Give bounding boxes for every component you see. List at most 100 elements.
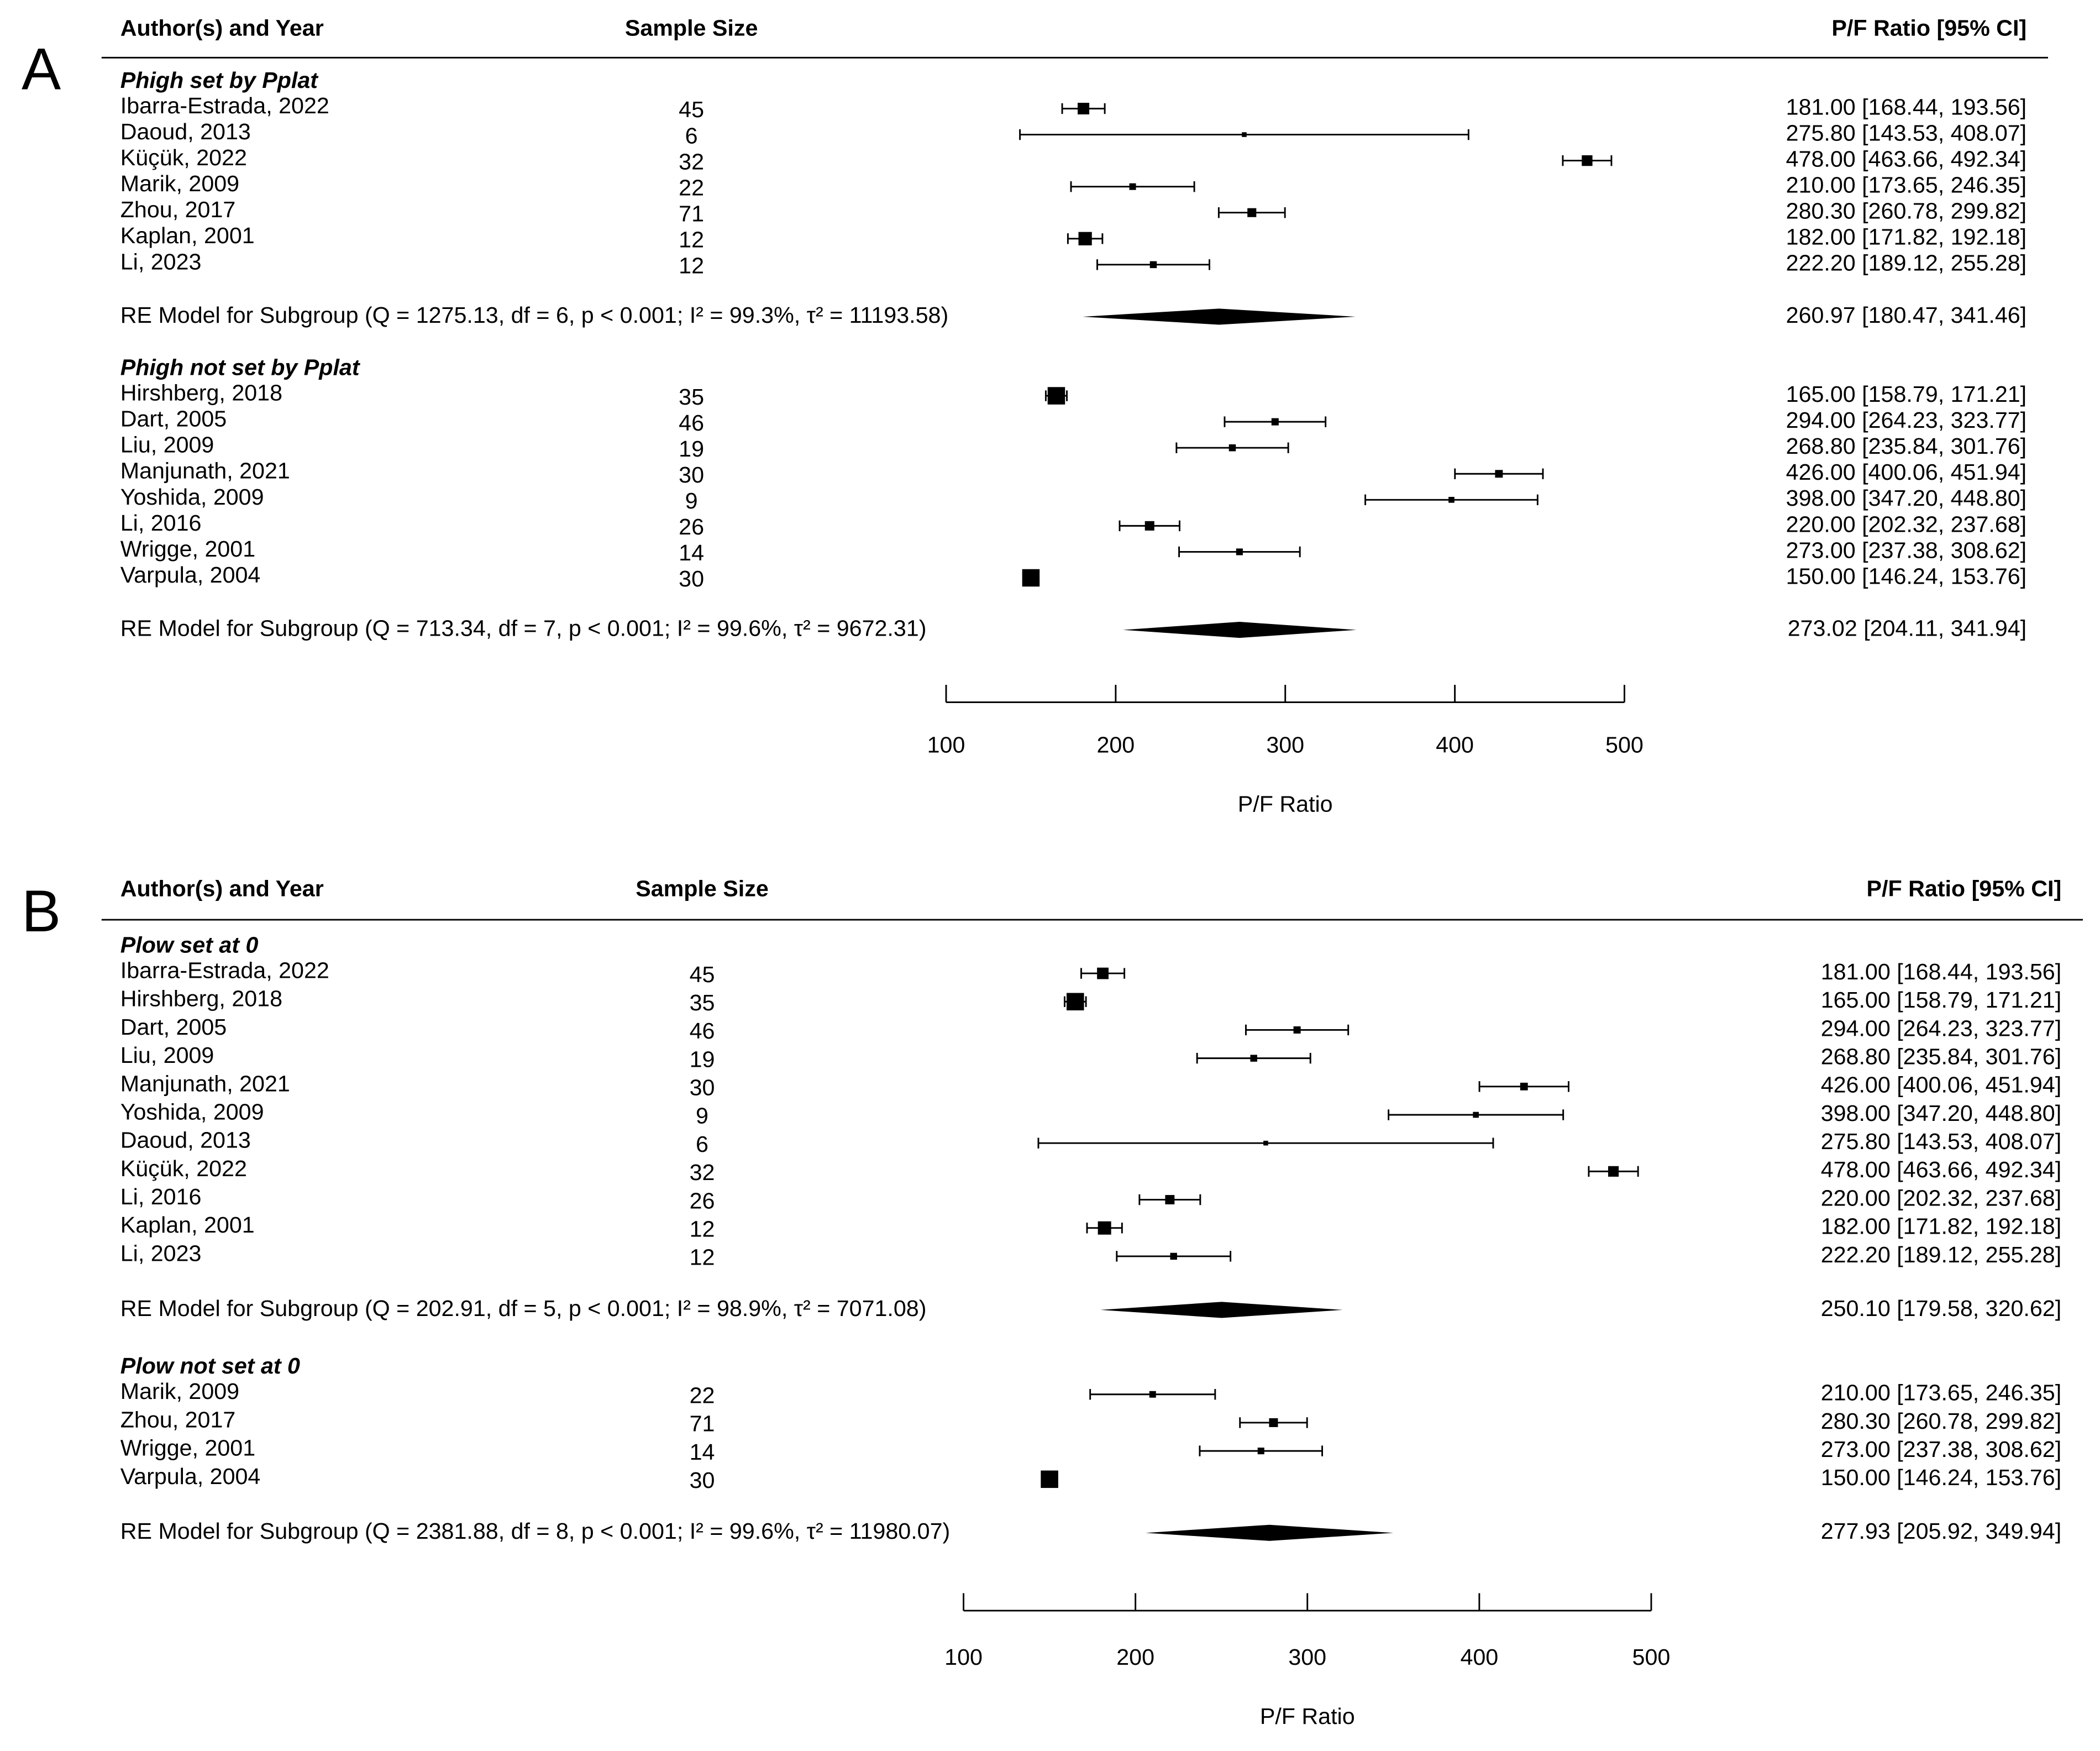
point-estimate <box>1165 1195 1175 1204</box>
study-name: Li, 2023 <box>120 1240 202 1266</box>
panel-label: B <box>22 878 61 944</box>
point-estimate <box>1271 418 1279 426</box>
point-estimate <box>1022 569 1040 587</box>
study-name: Manjunath, 2021 <box>120 458 290 484</box>
sample-size: 12 <box>679 227 704 253</box>
sample-size: 14 <box>679 540 704 565</box>
sample-size: 19 <box>679 436 704 462</box>
ci-label: 426.00 [400.06, 451.94] <box>1786 459 2027 485</box>
summary-label: RE Model for Subgroup (Q = 202.91, df = … <box>120 1296 927 1321</box>
study-name: Li, 2016 <box>120 510 202 536</box>
x-tick-label: 100 <box>927 732 965 758</box>
sample-size: 30 <box>690 1075 715 1100</box>
x-tick-label: 300 <box>1266 732 1304 758</box>
point-estimate <box>1047 387 1065 405</box>
study-name: Kaplan, 2001 <box>120 223 255 248</box>
point-estimate <box>1495 470 1503 478</box>
ci-label: 268.80 [235.84, 301.76] <box>1821 1044 2061 1070</box>
point-estimate <box>1250 1055 1257 1062</box>
study-name: Li, 2023 <box>120 249 202 274</box>
column-header: Author(s) and Year <box>120 876 324 901</box>
ci-label: 294.00 [264.23, 323.77] <box>1821 1015 2061 1041</box>
ci-label: 273.00 [237.38, 308.62] <box>1786 537 2027 563</box>
column-header: P/F Ratio [95% CI] <box>1867 876 2062 901</box>
point-estimate <box>1098 1221 1111 1235</box>
sample-size: 45 <box>679 97 704 122</box>
sample-size: 45 <box>690 962 715 987</box>
study-name: Küçük, 2022 <box>120 1156 247 1181</box>
summary-label: RE Model for Subgroup (Q = 1275.13, df =… <box>120 302 948 328</box>
point-estimate <box>1129 183 1136 190</box>
ci-label: 210.00 [173.65, 246.35] <box>1821 1380 2061 1406</box>
x-tick-label: 500 <box>1605 732 1644 758</box>
study-name: Hirshberg, 2018 <box>120 380 282 406</box>
study-name: Ibarra-Estrada, 2022 <box>120 958 329 983</box>
sample-size: 26 <box>679 514 704 539</box>
sample-size: 30 <box>690 1467 715 1493</box>
summary-label: RE Model for Subgroup (Q = 2381.88, df =… <box>120 1518 950 1544</box>
ci-label: 478.00 [463.66, 492.34] <box>1786 146 2027 171</box>
summary-ci-label: 260.97 [180.47, 341.46] <box>1786 302 2027 328</box>
ci-label: 181.00 [168.44, 193.56] <box>1821 959 2061 984</box>
point-estimate <box>1097 967 1109 979</box>
study-name: Wrigge, 2001 <box>120 1435 255 1461</box>
study-name: Liu, 2009 <box>120 1042 214 1068</box>
ci-label: 220.00 [202.32, 237.68] <box>1821 1185 2061 1210</box>
sample-size: 6 <box>696 1131 708 1157</box>
x-tick-label: 200 <box>1096 732 1135 758</box>
point-estimate <box>1293 1026 1301 1034</box>
sample-size: 46 <box>679 410 704 436</box>
summary-ci-label: 277.93 [205.92, 349.94] <box>1821 1518 2061 1544</box>
group-title: Plow set at 0 <box>120 932 259 957</box>
sample-size: 26 <box>690 1188 715 1213</box>
ci-label: 294.00 [264.23, 323.77] <box>1786 407 2027 433</box>
study-name: Liu, 2009 <box>120 432 214 458</box>
point-estimate <box>1269 1418 1278 1427</box>
point-estimate <box>1149 1391 1156 1398</box>
ci-label: 182.00 [171.82, 192.18] <box>1821 1214 2061 1239</box>
point-estimate <box>1448 496 1455 503</box>
column-header: Sample Size <box>625 15 758 40</box>
ci-label: 165.00 [158.79, 171.21] <box>1821 987 2061 1013</box>
study-name: Yoshida, 2009 <box>120 1099 264 1124</box>
sample-size: 46 <box>690 1018 715 1044</box>
point-estimate <box>1582 155 1593 166</box>
sample-size: 6 <box>685 123 698 148</box>
group-title: Phigh not set by Pplat <box>120 354 361 380</box>
study-name: Dart, 2005 <box>120 1014 227 1040</box>
ci-label: 398.00 [347.20, 448.80] <box>1786 485 2027 511</box>
ci-label: 150.00 [146.24, 153.76] <box>1786 563 2027 589</box>
study-name: Manjunath, 2021 <box>120 1071 290 1096</box>
x-tick-label: 400 <box>1436 732 1474 758</box>
sample-size: 12 <box>679 253 704 279</box>
ci-label: 426.00 [400.06, 451.94] <box>1821 1072 2061 1098</box>
sample-size: 30 <box>679 566 704 591</box>
ci-label: 182.00 [171.82, 192.18] <box>1786 224 2027 250</box>
point-estimate <box>1041 1470 1058 1488</box>
point-estimate <box>1257 1448 1264 1455</box>
ci-label: 222.20 [189.12, 255.28] <box>1821 1242 2061 1267</box>
column-header: Sample Size <box>636 876 769 901</box>
x-tick-label: 200 <box>1116 1644 1154 1670</box>
summary-label: RE Model for Subgroup (Q = 713.34, df = … <box>120 615 927 641</box>
study-name: Daoud, 2013 <box>120 119 251 144</box>
ci-label: 280.30 [260.78, 299.82] <box>1786 198 2027 224</box>
sample-size: 32 <box>679 149 704 174</box>
ci-label: 478.00 [463.66, 492.34] <box>1821 1157 2061 1182</box>
ci-label: 165.00 [158.79, 171.21] <box>1786 381 2027 407</box>
study-name: Yoshida, 2009 <box>120 484 264 510</box>
summary-ci-label: 273.02 [204.11, 341.94] <box>1788 615 2027 641</box>
sample-size: 71 <box>690 1411 715 1437</box>
sample-size: 12 <box>690 1245 715 1270</box>
study-name: Dart, 2005 <box>120 406 227 432</box>
study-name: Marik, 2009 <box>120 171 239 196</box>
point-estimate <box>1608 1166 1619 1177</box>
study-name: Zhou, 2017 <box>120 1407 236 1432</box>
sample-size: 22 <box>690 1382 715 1408</box>
sample-size: 30 <box>679 462 704 487</box>
point-estimate <box>1066 993 1084 1011</box>
group-title: Plow not set at 0 <box>120 1353 300 1378</box>
ci-label: 268.80 [235.84, 301.76] <box>1786 433 2027 459</box>
